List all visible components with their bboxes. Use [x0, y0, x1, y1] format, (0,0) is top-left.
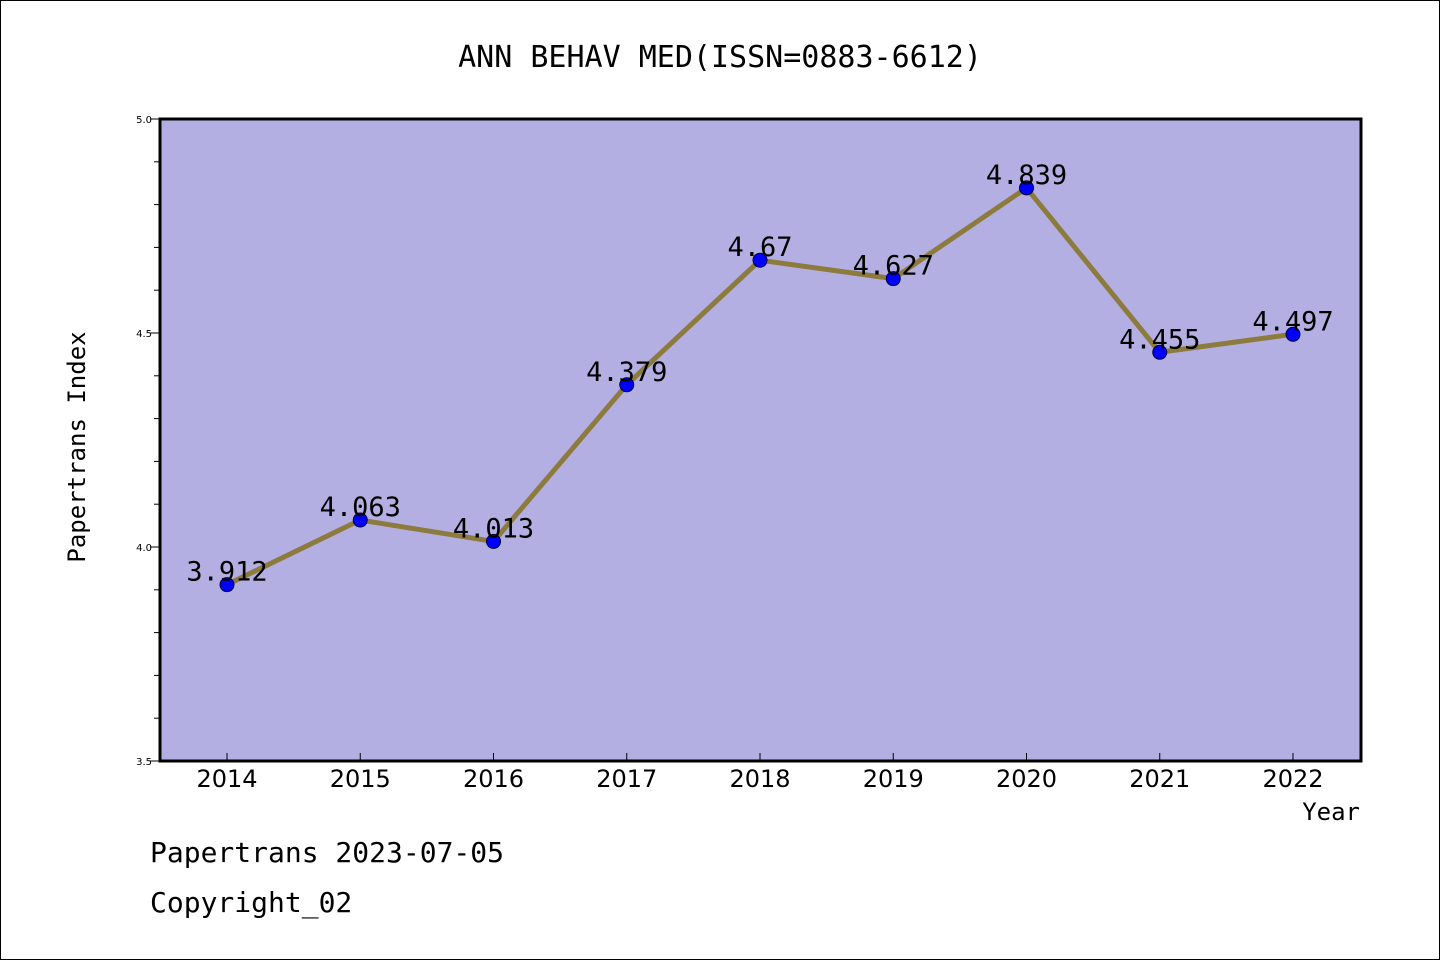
- x-tick-label: 2017: [596, 765, 657, 793]
- x-tick-label: 2014: [196, 765, 257, 793]
- plot-area: [158, 117, 1363, 763]
- x-tick-label: 2015: [330, 765, 391, 793]
- data-label: 4.627: [853, 251, 934, 282]
- data-point: [619, 377, 635, 393]
- chart-title: ANN BEHAV MED(ISSN=0883-6612): [458, 40, 982, 75]
- y-tick-label: 4.5: [136, 329, 152, 340]
- x-tick-label: 2020: [996, 765, 1057, 793]
- data-label: 4.063: [320, 492, 401, 523]
- data-label: 4.455: [1119, 324, 1200, 355]
- y-axis-label: Papertrans Index: [63, 331, 91, 562]
- x-tick-label: 2021: [1129, 765, 1190, 793]
- data-point: [486, 533, 501, 549]
- data-point: [885, 271, 901, 287]
- data-point: [1285, 326, 1301, 342]
- data-label: 4.013: [453, 513, 534, 544]
- y-axis: 3.5 4.0 4.5 5.0: [136, 115, 160, 768]
- x-tick-label: 2016: [463, 765, 524, 793]
- x-tick-label: 2018: [729, 765, 790, 793]
- y-tick-label: 4.0: [136, 543, 152, 554]
- y-tick-label: 5.0: [136, 115, 152, 126]
- x-tick-label: 2019: [863, 765, 924, 793]
- data-label: 4.379: [586, 357, 667, 388]
- data-label: 3.912: [186, 557, 267, 588]
- footer-copyright: Copyright_02: [150, 886, 353, 919]
- data-point: [219, 577, 235, 593]
- y-tick-label: 3.5: [136, 757, 152, 768]
- x-axis: 2014 2015 2016 2017 2018 2019 2020 2021 2022: [196, 753, 1324, 793]
- data-label: 4.67: [727, 232, 792, 263]
- data-label: 4.497: [1252, 306, 1333, 337]
- data-point: [352, 512, 368, 528]
- data-label: 4.839: [986, 160, 1067, 191]
- data-point: [752, 252, 768, 268]
- data-point: [1152, 344, 1168, 360]
- data-markers: [219, 180, 1301, 593]
- footer-date: Papertrans 2023-07-05: [150, 836, 505, 869]
- x-tick-label: 2022: [1262, 765, 1323, 793]
- x-axis-label: Year: [1302, 798, 1360, 826]
- data-point: [1019, 180, 1034, 196]
- data-labels: 3.912 4.063 4.013 4.379 4.67 4.627 4.839 4.455 4…: [186, 160, 1333, 588]
